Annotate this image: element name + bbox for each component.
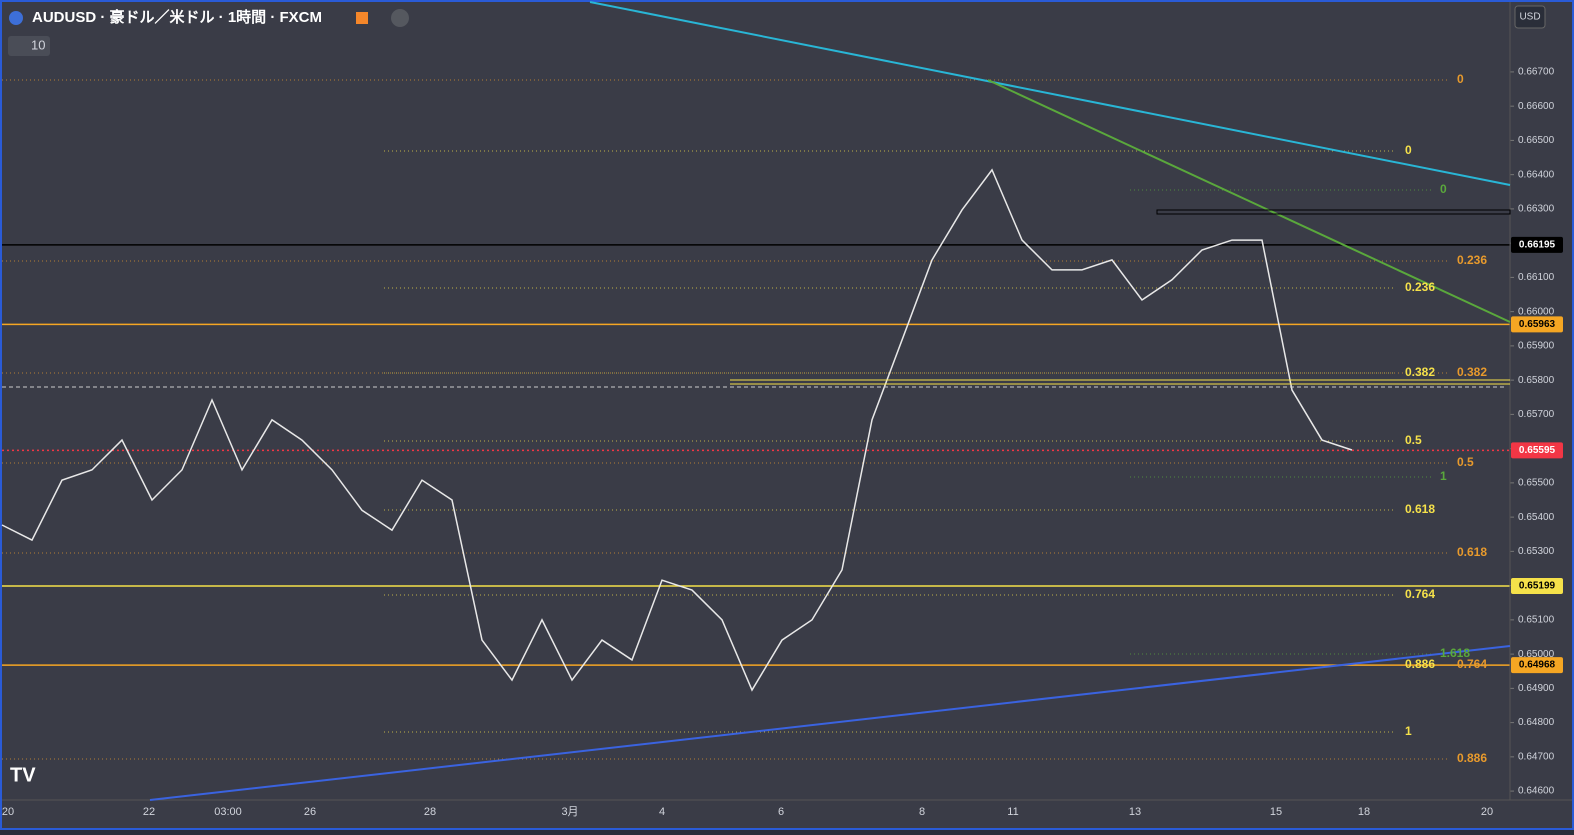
y-tick-label: 0.66000 xyxy=(1518,306,1555,317)
trend-line xyxy=(987,79,1511,323)
y-tick-label: 0.66600 xyxy=(1518,101,1555,112)
x-tick-label: 13 xyxy=(1129,806,1141,818)
fib-label: 1.618 xyxy=(1440,646,1470,660)
y-tick-label: 0.65400 xyxy=(1518,512,1555,523)
fib-label: 0.236 xyxy=(1405,280,1435,294)
x-tick-label: 26 xyxy=(304,806,316,818)
x-tick-label: 6 xyxy=(778,806,784,818)
trend-line xyxy=(589,1,1511,186)
zone xyxy=(1156,209,1511,215)
fib-label: 0.764 xyxy=(1405,587,1435,601)
fib-label: 0.382 xyxy=(1405,365,1435,379)
fib-label: 0.5 xyxy=(1457,455,1474,469)
price-tag-label: 0.65595 xyxy=(1519,445,1556,456)
y-tick-label: 0.65100 xyxy=(1518,615,1555,626)
price-tag-label: 0.64968 xyxy=(1519,660,1556,671)
fib-label: 0 xyxy=(1457,72,1464,86)
y-tick-label: 0.65300 xyxy=(1518,546,1555,557)
y-tick-label: 0.64800 xyxy=(1518,717,1555,728)
fib-label: 0.886 xyxy=(1457,751,1487,765)
y-tick-label: 0.66100 xyxy=(1518,272,1555,283)
price-tag-label: 0.65199 xyxy=(1519,581,1556,592)
fib-label: 0 xyxy=(1405,143,1412,157)
price-tag xyxy=(1511,442,1563,459)
flag-icon[interactable] xyxy=(356,12,368,24)
plot xyxy=(1,71,1514,792)
y-tick-label: 0.66500 xyxy=(1518,135,1555,146)
symbol-title: AUDUSD · 豪ドル／米ドル · 1時間 · FXCM xyxy=(32,8,322,26)
y-tick-label: 0.65000 xyxy=(1518,649,1555,660)
fib-label: 0 xyxy=(1440,182,1447,196)
y-tick-label: 0.64700 xyxy=(1518,751,1555,762)
fib-label: 0.618 xyxy=(1457,545,1487,559)
x-tick-label: 3月 xyxy=(561,806,578,818)
x-tick-label: 11 xyxy=(1007,806,1018,818)
y-tick-label: 0.65700 xyxy=(1518,409,1555,420)
x-tick-label: 28 xyxy=(424,806,436,818)
fib-label: 0.236 xyxy=(1457,253,1487,267)
x-tick-label: 03:00 xyxy=(214,806,242,818)
fib-label: 0.5 xyxy=(1405,433,1422,447)
price-tag-label: 0.66195 xyxy=(1519,240,1556,251)
fib-label: 0.764 xyxy=(1457,657,1487,671)
interval-badge: 10 xyxy=(31,37,45,52)
logo: TV xyxy=(10,764,36,786)
y-tick-label: 0.66400 xyxy=(1518,169,1555,180)
x-tick-label: 22 xyxy=(143,806,155,818)
hide-button[interactable] xyxy=(391,9,409,27)
fib-label: 0.618 xyxy=(1405,502,1435,516)
x-tick-label: 8 xyxy=(919,806,925,818)
fib-label: 0.886 xyxy=(1405,657,1435,671)
currency-button[interactable] xyxy=(1514,5,1546,29)
price-line xyxy=(1,168,1353,692)
indicator-toggle[interactable] xyxy=(8,36,50,56)
price-tag-label: 0.65963 xyxy=(1519,319,1556,330)
x-tick-label: 20 xyxy=(1481,806,1493,818)
y-tick-label: 0.64600 xyxy=(1518,786,1555,797)
currency: USD xyxy=(1519,12,1540,23)
price-tag xyxy=(1511,316,1563,333)
y-tick-label: 0.66700 xyxy=(1518,67,1555,78)
price-tag xyxy=(1511,657,1563,674)
x-tick-label: 20 xyxy=(2,806,14,818)
fib-label: 1 xyxy=(1440,469,1447,483)
x-tick-label: 4 xyxy=(659,806,665,818)
x-tick-label: 15 xyxy=(1270,806,1282,818)
y-tick-label: 0.65800 xyxy=(1518,375,1555,386)
y-tick-label: 0.65500 xyxy=(1518,478,1555,489)
trend-line xyxy=(149,645,1511,801)
x-tick-label: 18 xyxy=(1358,806,1370,818)
price-tag xyxy=(1511,577,1563,594)
y-tick-label: 0.66300 xyxy=(1518,204,1555,215)
fib-label: 0.382 xyxy=(1457,365,1487,379)
y-tick-label: 0.65900 xyxy=(1518,341,1555,352)
symbol-icon xyxy=(9,11,23,25)
price-tag xyxy=(1511,236,1563,253)
fib-label: 1 xyxy=(1405,724,1412,738)
y-tick-label: 0.64900 xyxy=(1518,683,1555,694)
